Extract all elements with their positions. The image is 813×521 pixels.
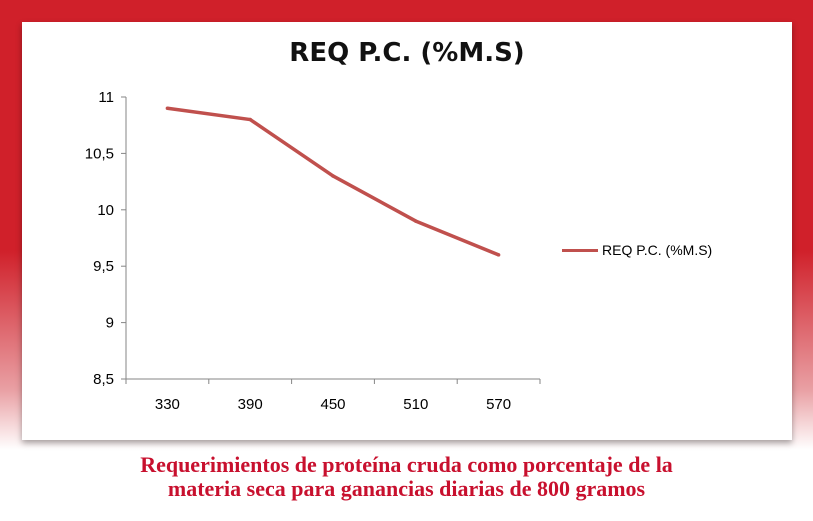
legend: REQ P.C. (%M.S) <box>562 242 712 258</box>
data-point <box>165 106 170 111</box>
y-tick-label: 10,5 <box>85 145 114 162</box>
data-point <box>331 174 335 178</box>
y-tick-label: 9,5 <box>93 258 114 275</box>
chart-title: REQ P.C. (%M.S) <box>289 38 525 68</box>
series-line <box>167 106 500 257</box>
y-tick-label: 9 <box>106 315 114 332</box>
legend-label: REQ P.C. (%M.S) <box>602 242 713 258</box>
y-tick-label: 8,5 <box>93 371 114 388</box>
chart-card: REQ P.C. (%M.S) 11 10,5 10 9,5 9 8,5 330 390 450… <box>22 22 792 440</box>
data-point <box>248 117 252 122</box>
x-tick-label: 450 <box>320 396 345 413</box>
legend-swatch <box>562 248 598 252</box>
x-tick-label: 510 <box>403 396 428 413</box>
caption-line-1: Requerimientos de proteína cruda como po… <box>140 452 673 477</box>
data-point <box>496 253 501 257</box>
y-tick-label: 10 <box>97 202 114 219</box>
data-point <box>414 219 418 223</box>
x-tick-label: 330 <box>155 396 180 413</box>
y-tick-label: 11 <box>98 89 114 106</box>
figure-caption: Requerimientos de proteína cruda como po… <box>0 453 813 501</box>
caption-line-2: materia seca para ganancias diarias de 8… <box>167 476 646 501</box>
line-chart: 11 10,5 10 9,5 9 8,5 330 390 450 510 570 <box>85 89 541 413</box>
x-tick-label: 390 <box>238 396 263 413</box>
x-tick-label: 570 <box>486 396 511 413</box>
